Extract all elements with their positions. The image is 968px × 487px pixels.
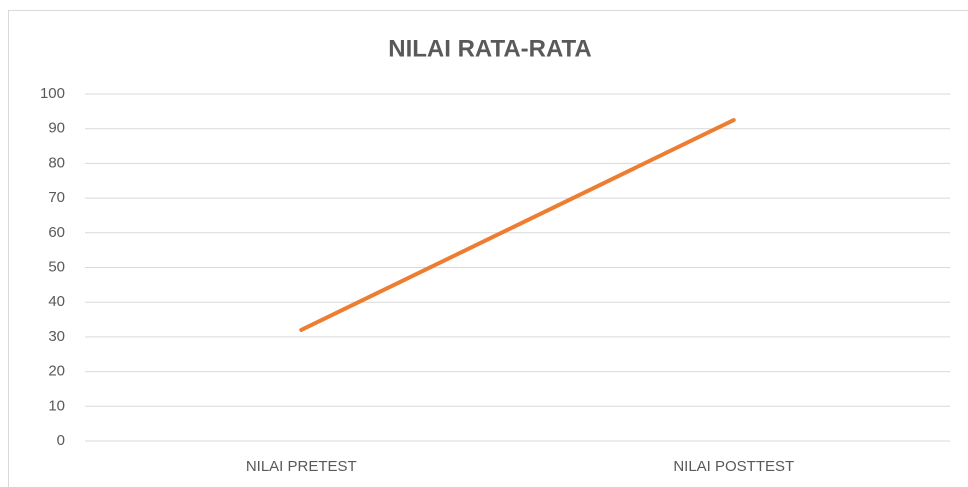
y-tick-label: 80 <box>48 154 65 171</box>
y-tick-label: 40 <box>48 293 65 310</box>
x-tick-label: NILAI POSTTEST <box>673 458 794 475</box>
y-tick-label: 0 <box>57 432 65 449</box>
data-line <box>299 118 736 332</box>
y-tick-label: 50 <box>48 258 65 275</box>
y-tick-label: 30 <box>48 328 65 345</box>
chart-title: NILAI RATA-RATA <box>388 35 592 62</box>
y-tick-label: 10 <box>48 397 65 414</box>
y-tick-label: 90 <box>48 120 65 137</box>
x-tick-label: NILAI PRETEST <box>246 458 357 475</box>
y-tick-label: 70 <box>48 189 65 206</box>
y-tick-label: 60 <box>48 224 65 241</box>
y-tick-label: 20 <box>48 363 65 380</box>
chart-border <box>8 10 968 487</box>
y-tick-label: 100 <box>40 85 65 102</box>
